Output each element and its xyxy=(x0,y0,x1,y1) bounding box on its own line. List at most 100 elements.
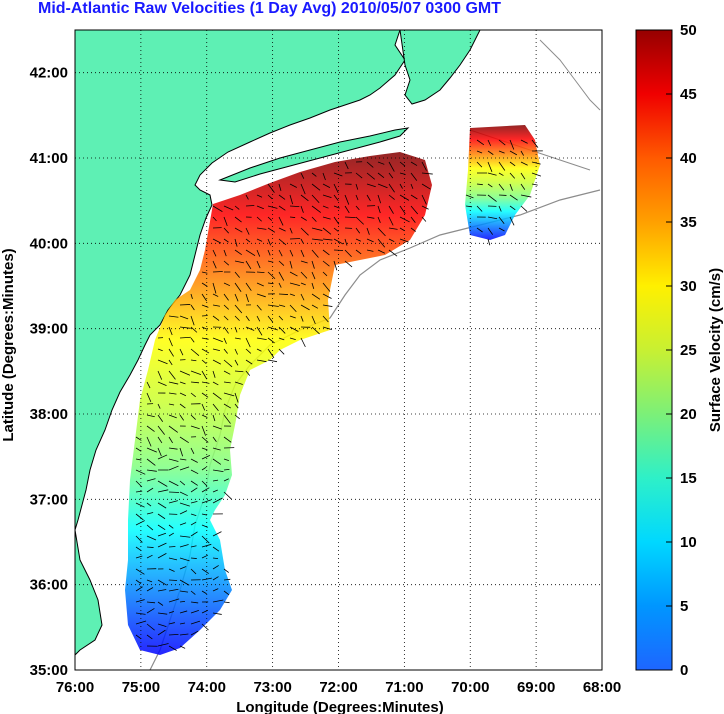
velocity-arrow xyxy=(212,370,216,378)
velocity-arrow xyxy=(223,392,235,397)
velocity-arrow xyxy=(168,634,179,636)
velocity-arrow xyxy=(300,172,305,179)
velocity-arrow xyxy=(289,326,299,332)
velocity-arrow xyxy=(168,359,173,366)
velocity-arrow xyxy=(179,557,190,562)
colorbar-label: Surface Velocity (cm/s) xyxy=(707,268,724,432)
colorbar-tick-label: 35 xyxy=(680,214,697,231)
velocity-arrow xyxy=(388,238,395,242)
velocity-arrow xyxy=(311,326,320,335)
velocity-arrow xyxy=(168,348,174,357)
velocity-arrow xyxy=(355,205,360,211)
velocity-arrow xyxy=(234,282,242,293)
velocity-arrow xyxy=(300,282,306,286)
velocity-arrow xyxy=(267,271,276,280)
velocity-arrow xyxy=(399,183,403,189)
velocity-arrow xyxy=(311,249,319,258)
velocity-arrow xyxy=(190,348,200,356)
velocity-arrow xyxy=(322,194,332,198)
velocity-arrow xyxy=(212,205,223,212)
velocity-arrow xyxy=(146,587,154,592)
velocity-arrow xyxy=(245,293,249,303)
colorbar-tick-label: 15 xyxy=(680,470,697,487)
velocity-arrow xyxy=(256,359,267,363)
velocity-arrow xyxy=(179,447,184,457)
velocity-arrow xyxy=(289,282,300,286)
velocity-arrow xyxy=(135,634,142,640)
velocity-arrow xyxy=(146,478,156,482)
velocity-arrow xyxy=(498,150,505,154)
velocity-arrow xyxy=(212,315,220,321)
velocity-arrow xyxy=(135,458,142,461)
velocity-arrow xyxy=(278,271,285,281)
velocity-arrow xyxy=(157,643,169,647)
velocity-arrow xyxy=(256,238,263,242)
velocity-arrow xyxy=(399,194,410,201)
velocity-arrow xyxy=(157,359,168,365)
velocity-arrow xyxy=(157,436,163,444)
velocity-arrow xyxy=(190,315,195,326)
velocity-arrow xyxy=(509,139,515,150)
velocity-arrow xyxy=(223,491,232,500)
velocity-arrow xyxy=(190,480,198,486)
velocity-arrow xyxy=(234,315,240,321)
velocity-arrow xyxy=(201,436,209,443)
velocity-arrow xyxy=(223,568,229,573)
velocity-arrow xyxy=(179,381,186,385)
velocity-arrow xyxy=(300,337,306,348)
velocity-arrow xyxy=(278,282,282,288)
velocity-arrow xyxy=(278,249,283,257)
velocity-arrow xyxy=(223,403,232,409)
velocity-arrow xyxy=(201,590,207,595)
colorbar-tick-label: 20 xyxy=(680,406,697,423)
velocity-arrow xyxy=(300,183,306,195)
velocity-arrow xyxy=(355,194,359,201)
velocity-arrow xyxy=(201,466,207,471)
velocity-arrow xyxy=(322,216,331,220)
velocity-arrow xyxy=(322,304,333,307)
velocity-arrow xyxy=(179,600,186,603)
velocity-arrow xyxy=(267,337,275,344)
velocity-arrow xyxy=(366,183,376,188)
velocity-arrow xyxy=(190,601,199,604)
velocity-arrow xyxy=(157,370,163,380)
velocity-arrow xyxy=(289,315,296,319)
velocity-arrow xyxy=(311,194,320,204)
velocity-arrow xyxy=(179,370,191,376)
velocity-arrow xyxy=(300,194,309,202)
velocity-arrow xyxy=(278,194,286,200)
velocity-arrow xyxy=(212,479,219,482)
velocity-arrow xyxy=(168,611,174,614)
velocity-arrow xyxy=(234,370,244,373)
velocity-arrow xyxy=(388,227,398,230)
velocity-arrow xyxy=(168,425,179,433)
velocity-arrow xyxy=(201,381,210,384)
velocity-arrow xyxy=(278,183,282,191)
velocity-arrow xyxy=(135,568,145,575)
velocity-arrow xyxy=(333,205,340,209)
y-axis-ticks: 35:00 36:00 37:00 38:00 39:00 40:00 41:00 42:00 xyxy=(30,65,68,679)
velocity-field-swath xyxy=(125,152,432,655)
velocity-arrow xyxy=(157,532,167,537)
velocity-arrow xyxy=(190,381,200,384)
velocity-arrow xyxy=(267,304,279,307)
velocity-arrow xyxy=(267,205,278,209)
x-axis-ticks: 76:00 75:00 74:00 73:00 72:00 71:00 70:00 69:00… xyxy=(56,679,621,696)
velocity-arrow xyxy=(487,183,493,188)
velocity-arrow xyxy=(520,183,526,190)
velocity-arrow xyxy=(410,161,418,166)
velocity-arrow xyxy=(333,227,339,232)
velocity-arrow xyxy=(476,227,483,233)
velocity-arrow xyxy=(278,348,285,355)
velocity-arrow xyxy=(322,205,329,209)
y-tick-label: 35:00 xyxy=(30,662,68,679)
velocity-arrow xyxy=(179,544,189,548)
velocity-arrow xyxy=(190,521,197,526)
chart-title: Mid-Atlantic Raw Velocities (1 Day Avg) … xyxy=(38,0,501,17)
y-tick-label: 42:00 xyxy=(30,65,68,82)
velocity-arrow xyxy=(201,554,208,559)
velocity-arrow xyxy=(245,348,252,354)
velocity-arrow xyxy=(267,216,273,221)
velocity-arrow xyxy=(245,227,250,235)
velocity-arrow xyxy=(377,205,381,214)
